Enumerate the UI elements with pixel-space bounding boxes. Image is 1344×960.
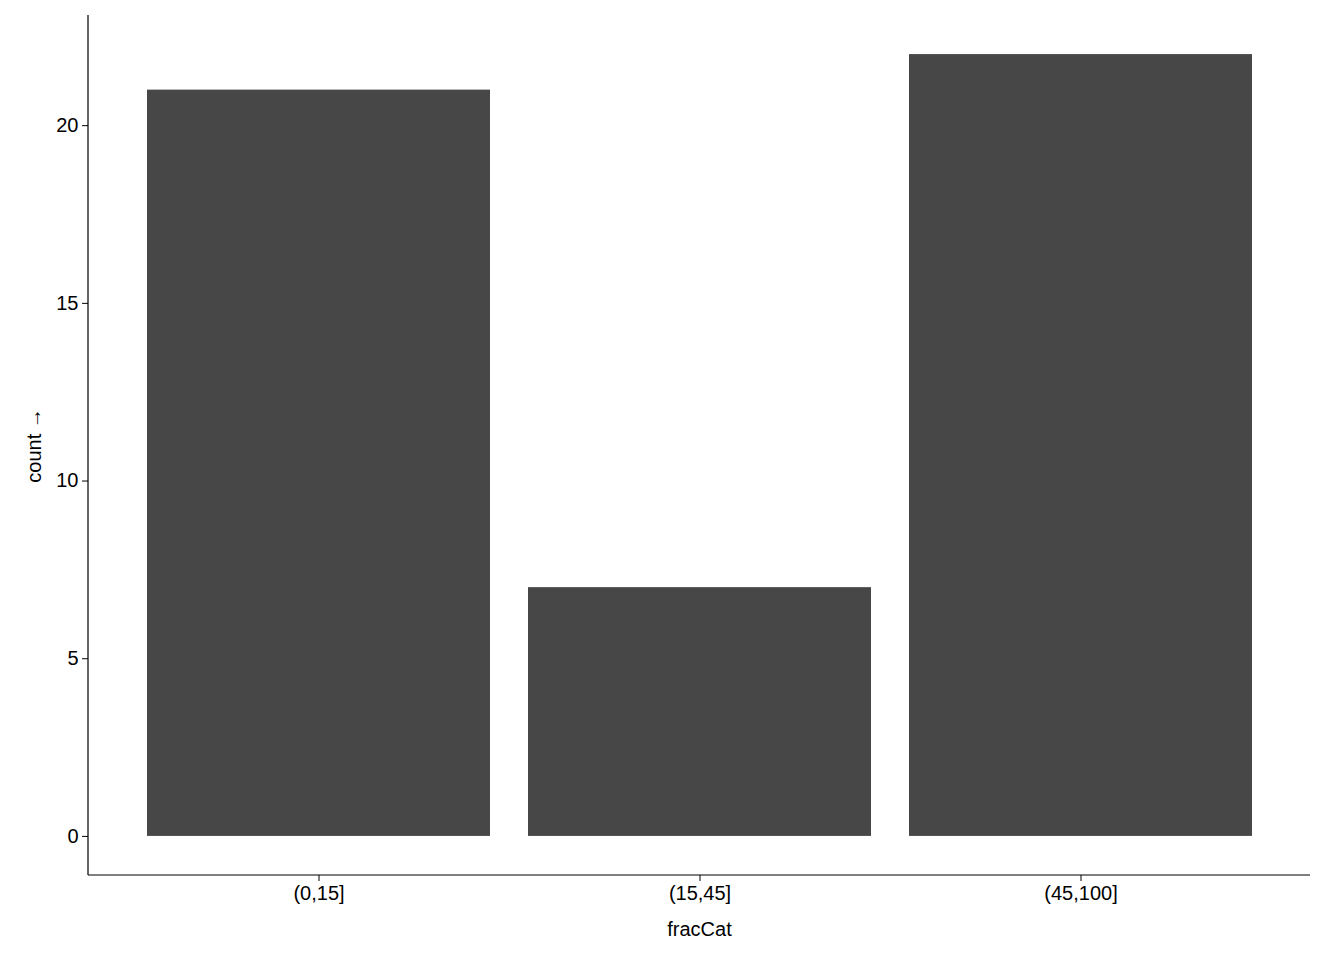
svg-text:(45,100]: (45,100] (1044, 882, 1117, 904)
svg-text:15: 15 (56, 292, 78, 314)
svg-text:0: 0 (67, 825, 78, 847)
svg-text:5: 5 (67, 647, 78, 669)
svg-text:10: 10 (56, 469, 78, 491)
svg-text:(0,15]: (0,15] (293, 882, 344, 904)
svg-text:count →: count → (23, 408, 45, 482)
svg-text:(15,45]: (15,45] (669, 882, 731, 904)
svg-text:20: 20 (56, 114, 78, 136)
svg-text:fracCat: fracCat (667, 918, 732, 940)
